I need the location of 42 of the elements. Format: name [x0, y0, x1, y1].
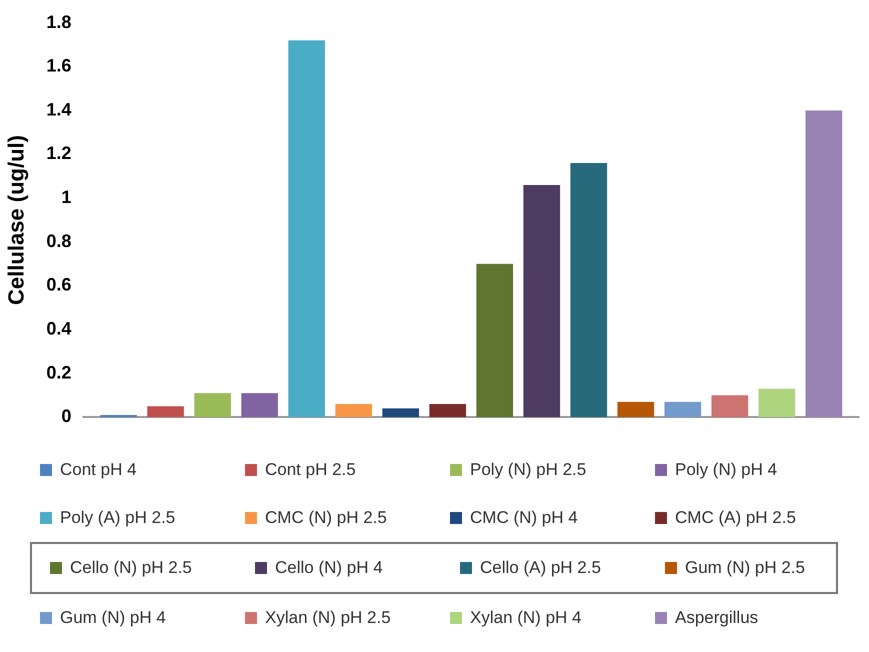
legend-label: Cello (N) pH 2.5 [70, 558, 192, 578]
y-tick-label: 1.4 [46, 99, 72, 120]
legend-label: Cello (A) pH 2.5 [480, 558, 601, 578]
y-tick-label: 0 [61, 406, 72, 426]
bar [335, 404, 372, 418]
legend-label: Xylan (N) pH 4 [470, 608, 582, 628]
bar [523, 184, 560, 418]
legend-label: Xylan (N) pH 2.5 [265, 608, 391, 628]
y-tick-label: 1.6 [46, 56, 72, 76]
bar [147, 406, 184, 418]
bar [429, 404, 466, 418]
legend-label: CMC (N) pH 2.5 [265, 508, 387, 528]
y-tick-label: 0.8 [46, 230, 72, 251]
legend-label: Cont pH 4 [60, 460, 137, 480]
legend-label: CMC (A) pH 2.5 [675, 508, 796, 528]
y-tick-label: 0.2 [46, 362, 72, 382]
bar [806, 110, 842, 418]
y-axis-title: Cellulase (ug/ul) [3, 135, 28, 305]
y-tick-label: 1 [61, 187, 72, 208]
bar [664, 402, 702, 418]
bar [617, 402, 654, 418]
y-tick-label: 1.8 [46, 12, 72, 32]
bar [711, 395, 748, 418]
legend-label: Poly (N) pH 4 [675, 460, 778, 480]
bar [194, 393, 231, 418]
legend-label: Cont pH 2.5 [265, 460, 356, 480]
bar [288, 40, 325, 418]
legend-label: Gum (N) pH 4 [60, 608, 166, 628]
y-tick-label: 0.6 [46, 274, 72, 295]
y-tick-label: 1.2 [46, 143, 72, 164]
bar [570, 163, 608, 418]
bar [758, 388, 796, 418]
bar [241, 393, 278, 418]
bar [382, 408, 420, 418]
legend-label: Poly (N) pH 2.5 [470, 460, 586, 480]
legend-label: CMC (N) pH 4 [470, 508, 578, 528]
legend-label: Gum (N) pH 2.5 [685, 558, 805, 578]
y-tick-label: 0.4 [46, 318, 72, 339]
legend-label: Aspergillus [675, 608, 758, 628]
bar [476, 264, 514, 418]
legend-label: Cello (N) pH 4 [275, 558, 383, 578]
legend-label: Poly (A) pH 2.5 [60, 508, 176, 528]
